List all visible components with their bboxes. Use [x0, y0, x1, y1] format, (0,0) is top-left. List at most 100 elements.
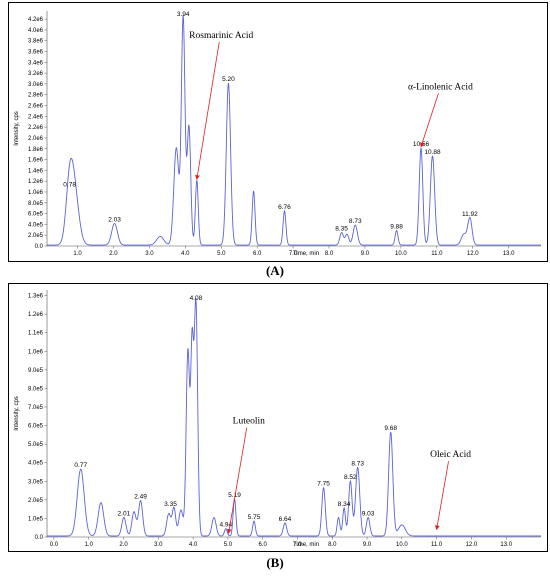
y-tick-label: 3.8e6	[28, 39, 44, 45]
peak-label: 8.34	[338, 501, 351, 508]
y-tick-label: 1.0e6	[28, 190, 44, 196]
peak-label: 2.49	[134, 494, 147, 501]
x-tick-label: 6.0	[259, 542, 268, 548]
compound-annotation: Rosmarinic Acid	[189, 31, 253, 41]
peak-label: 4.08	[190, 295, 203, 302]
peak-label: 8.52	[344, 474, 357, 481]
y-tick-label: 4.0e5	[28, 461, 44, 467]
peak-label: 5.75	[248, 514, 261, 521]
y-tick-label: 9.0e5	[28, 368, 44, 374]
x-axis-title: Time, min	[293, 251, 319, 257]
peak-label: 5.19	[228, 492, 241, 499]
y-tick-label: 1.8e6	[28, 147, 44, 153]
peak-label: 6.64	[279, 516, 292, 523]
y-tick-label: 4.0e6	[28, 28, 44, 34]
x-tick-label: 10.0	[396, 542, 408, 548]
x-tick-label: 6.0	[253, 251, 262, 257]
y-tick-label: 1.0e6	[28, 349, 44, 355]
y-tick-label: 5.0e5	[28, 442, 44, 448]
y-tick-label: 3.0e5	[28, 479, 44, 485]
annotation-arrow	[434, 461, 449, 531]
y-tick-label: 2.2e6	[28, 125, 44, 131]
y-tick-label: 1.1e6	[28, 331, 44, 337]
y-tick-label: 2.4e6	[28, 114, 44, 120]
peak-label: 2.03	[108, 216, 121, 223]
panel-b-caption: (B)	[266, 555, 284, 570]
y-tick-label: 8.0e5	[28, 201, 44, 207]
peak-label: 3.35	[164, 501, 177, 508]
peak-label: 8.35	[335, 226, 348, 233]
y-tick-label: 1.2e6	[28, 312, 44, 318]
compound-annotation: Luteolin	[233, 417, 265, 427]
x-tick-label: 9.0	[361, 251, 370, 257]
x-tick-label: 8.0	[325, 251, 334, 257]
x-tick-label: 10.0	[395, 251, 407, 257]
y-tick-label: 2.6e6	[28, 104, 44, 110]
peak-label: 11.92	[462, 211, 478, 218]
y-tick-label: 2.0e6	[28, 136, 44, 142]
peak-label: 4.94	[219, 522, 232, 529]
peak-label: 8.73	[349, 218, 362, 225]
y-tick-label: 4.2e6	[28, 17, 44, 23]
y-tick-label: 1.6e6	[28, 158, 44, 164]
y-tick-label: 3.6e6	[28, 50, 44, 56]
y-tick-label: 0.0	[35, 535, 44, 541]
peak-label: 2.01	[118, 510, 131, 517]
chromatogram-b-plot: 0.0 1.0 2.0 3.0 4.0 5.0 6.0 7.0 8.0 9.0 10.0 11.0 12…	[14, 290, 541, 548]
x-tick-label: 4.0	[181, 251, 190, 257]
x-tick-label: 5.0	[217, 251, 226, 257]
peak-label: 8.73	[351, 460, 364, 467]
x-tick-label: 8.0	[328, 542, 337, 548]
peak-label: 0.78	[63, 181, 76, 188]
chromatogram-panel-a: 1.0 2.0 3.0 4.0 5.0 6.0 7.0 8.0 9.0 10.0 11.0 12.0 1…	[8, 2, 548, 262]
y-tick-label: 2.0e5	[28, 233, 44, 239]
x-tick-label: 11.0	[431, 542, 443, 548]
annotation-arrow	[195, 41, 220, 180]
y-tick-label: 3.4e6	[28, 60, 44, 66]
x-axis-title: Time, min	[293, 542, 319, 548]
y-tick-label: 3.2e6	[28, 71, 44, 77]
y-tick-label: 0.0	[35, 244, 44, 250]
x-tick-label: 7.0	[293, 542, 302, 548]
y-tick-label: 6.0e5	[28, 212, 44, 218]
panel-a-caption: (A)	[265, 263, 285, 278]
chromatogram-a-plot: 1.0 2.0 3.0 4.0 5.0 6.0 7.0 8.0 9.0 10.0 11.0 12.0 1…	[14, 11, 541, 257]
annotation-arrow	[226, 427, 248, 534]
y-tick-label: 8.0e5	[28, 386, 44, 392]
y-axis-title: Intensity, cps	[14, 396, 20, 431]
chromatogram-trace	[47, 297, 541, 537]
peak-label: 6.76	[278, 204, 291, 211]
annotation-arrow	[419, 93, 439, 148]
chromatogram-panel-b: 0.0 1.0 2.0 3.0 4.0 5.0 6.0 7.0 8.0 9.0 10.0 11.0 12…	[8, 283, 548, 552]
x-tick-label: 2.0	[119, 542, 128, 548]
y-axis-title: Intensity, cps	[14, 111, 20, 146]
x-tick-label: 1.0	[85, 542, 94, 548]
y-tick-label: 7.0e5	[28, 405, 44, 411]
x-tick-label: 13.0	[503, 251, 515, 257]
x-tick-label: 7.0	[289, 251, 298, 257]
x-tick-label: 4.0	[189, 542, 198, 548]
peak-label: 7.75	[317, 481, 330, 488]
x-tick-label: 1.0	[73, 251, 82, 257]
compound-annotation: Oleic Acid	[430, 450, 471, 460]
x-tick-label: 13.0	[500, 542, 512, 548]
peak-label: 9.68	[384, 425, 397, 432]
y-tick-label: 2.0e5	[28, 498, 44, 504]
x-tick-label: 0.0	[50, 542, 59, 548]
y-tick-label: 6.0e5	[28, 424, 44, 430]
x-tick-label: 3.0	[154, 542, 163, 548]
x-tick-label: 9.0	[363, 542, 372, 548]
compound-annotation: α-Linolenic Acid	[408, 82, 473, 92]
chromatogram-trace	[47, 15, 541, 246]
peak-label: 9.03	[362, 510, 375, 517]
x-tick-label: 5.0	[224, 542, 233, 548]
x-tick-label: 3.0	[145, 251, 154, 257]
y-tick-label: 3.0e6	[28, 82, 44, 88]
peak-label: 0.77	[74, 462, 87, 469]
y-tick-label: 1.3e6	[28, 294, 44, 300]
peak-label: 10.88	[424, 149, 441, 156]
x-tick-label: 2.0	[109, 251, 118, 257]
y-tick-label: 1.4e6	[28, 168, 44, 174]
peak-label: 9.88	[390, 223, 403, 230]
y-tick-label: 1.0e5	[28, 516, 44, 522]
